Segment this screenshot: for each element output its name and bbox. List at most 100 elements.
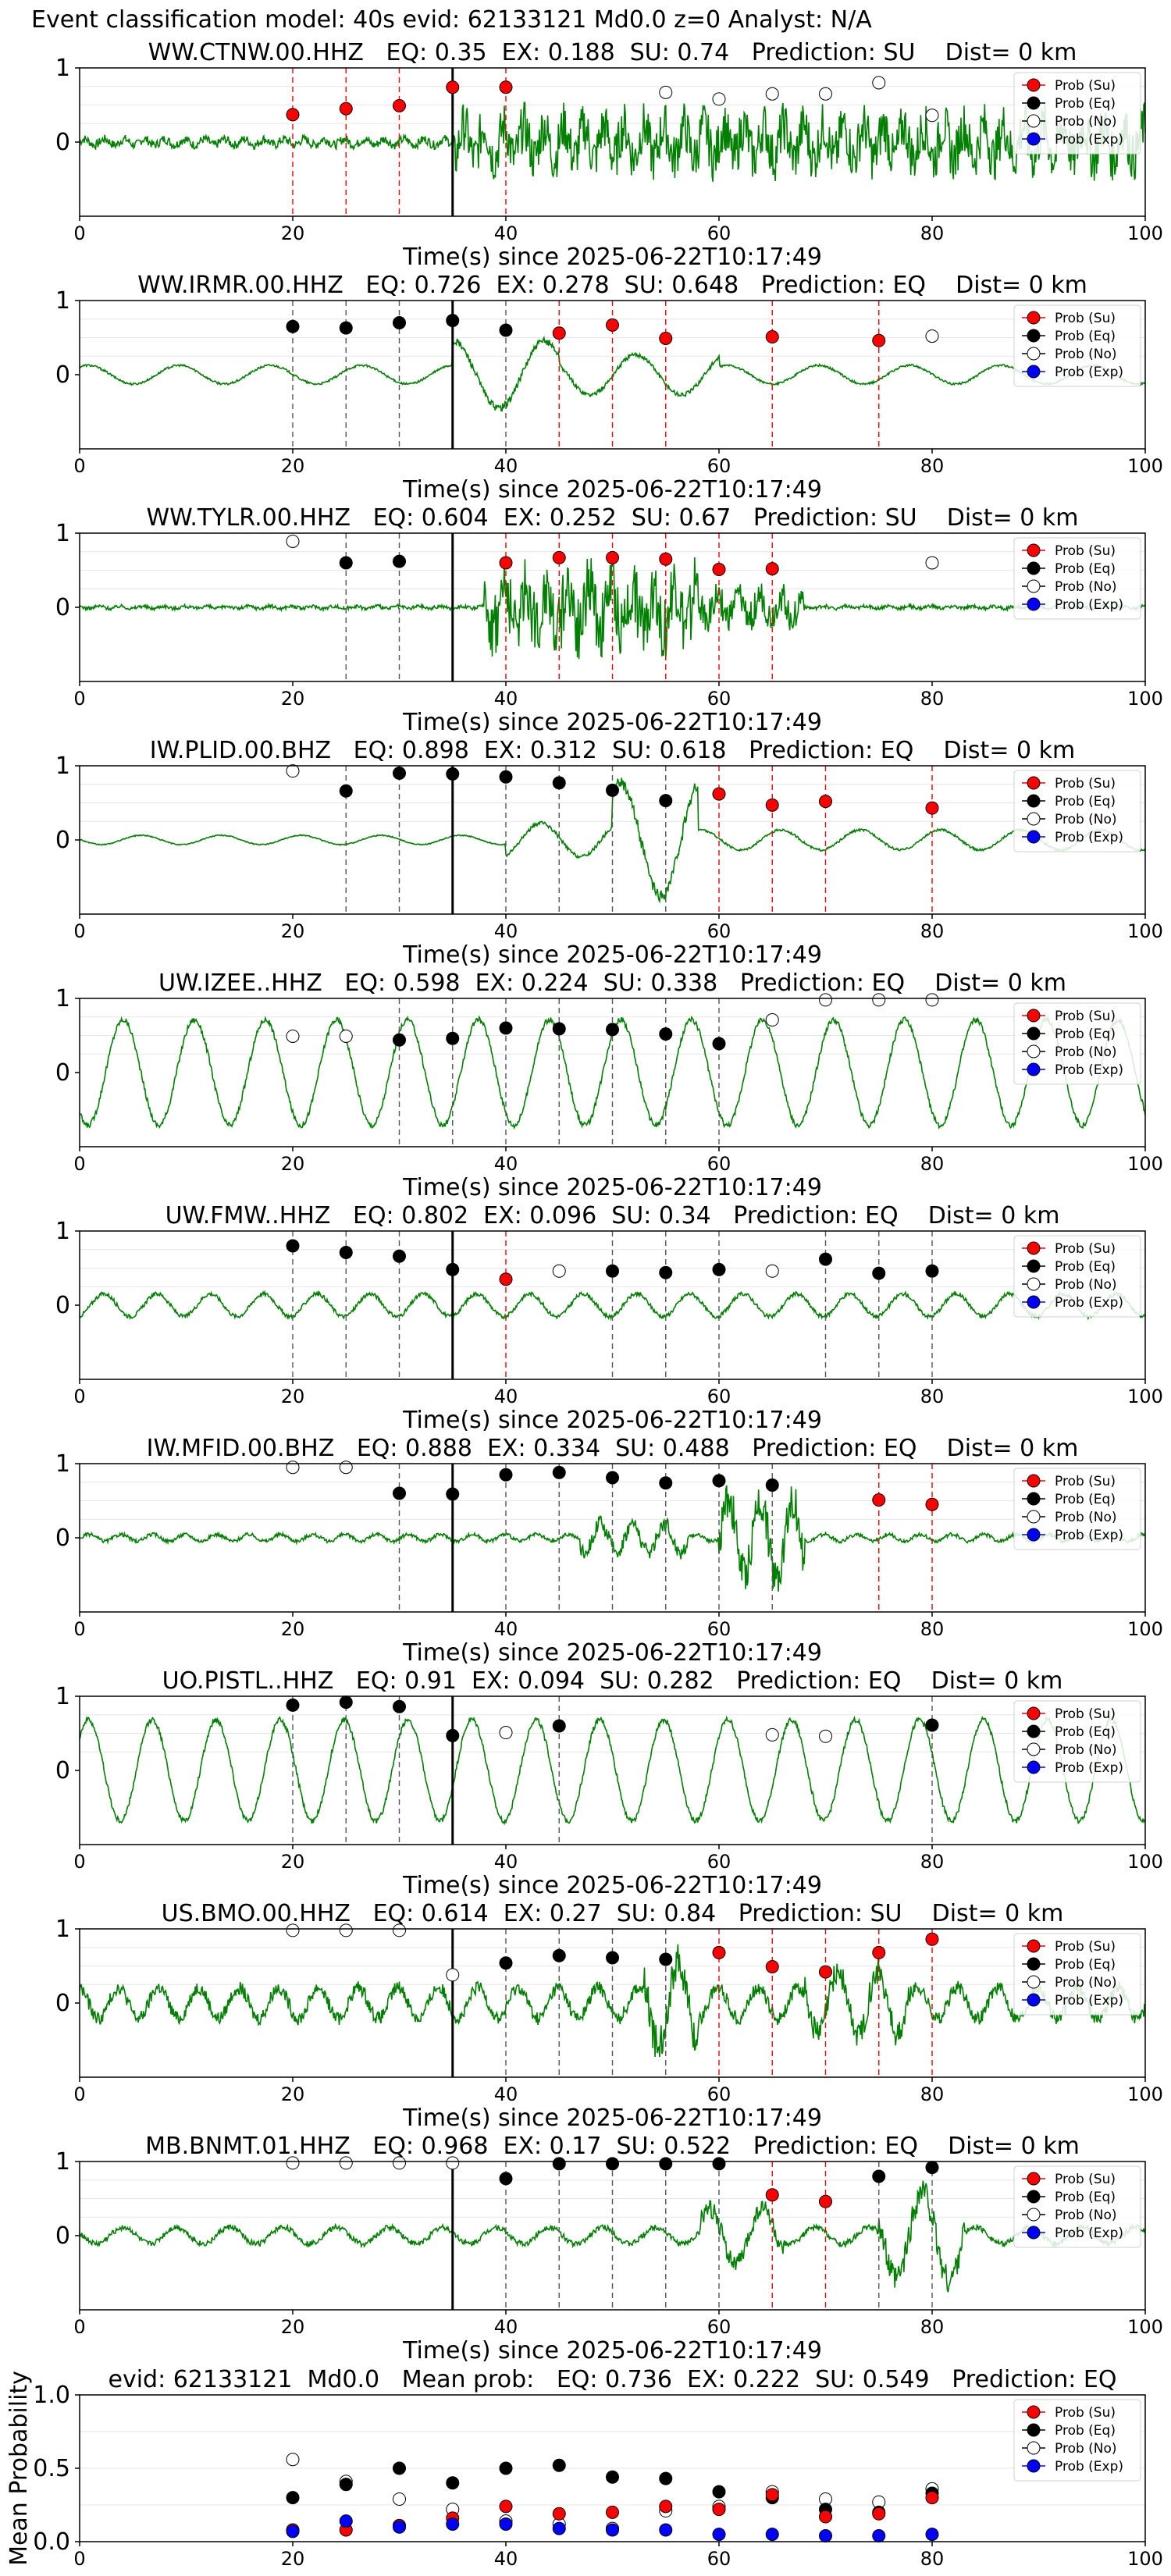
legend-label: Prob (Su)	[1055, 1706, 1116, 1722]
legend-marker	[1027, 2208, 1041, 2222]
legend-label: Prob (Su)	[1055, 1241, 1116, 1257]
panel-title: UW.IZEE..HHZ EQ: 0.598 EX: 0.224 SU: 0.3…	[158, 970, 1066, 997]
legend-label: Prob (Su)	[1055, 311, 1116, 326]
legend: Prob (Su) Prob (Eq) Prob (No) Prob (Exp)	[1013, 1933, 1141, 2016]
legend-marker	[1027, 1706, 1041, 1720]
point-no	[339, 1461, 353, 1475]
legend-label: Prob (Su)	[1055, 1474, 1116, 1489]
point-eq	[339, 556, 353, 570]
panel-title: IW.MFID.00.BHZ EQ: 0.888 EX: 0.334 SU: 0…	[147, 1435, 1079, 1462]
point-eq	[339, 321, 353, 335]
point-su	[925, 1932, 939, 1946]
panel-8: UO.PISTL..HHZ EQ: 0.91 EX: 0.094 SU: 0.2…	[55, 1667, 1163, 1899]
legend-marker	[1027, 1241, 1041, 1255]
x-axis-label: Time(s) since 2025-06-22T10:17:49	[402, 476, 822, 503]
y-tick-label: 0	[55, 827, 70, 854]
legend-label: Prob (Eq)	[1055, 329, 1116, 344]
legend: Prob (Su) Prob (Eq) Prob (No) Prob (Exp)	[1013, 1700, 1141, 1783]
y-tick-label: 1	[55, 287, 70, 315]
legend-marker	[1027, 579, 1041, 593]
x-tick-label: 40	[494, 2083, 518, 2105]
point-su	[872, 2507, 886, 2521]
x-tick-label: 100	[1127, 1851, 1163, 1873]
legend-marker	[1027, 132, 1041, 146]
legend-label: Prob (Eq)	[1055, 1259, 1116, 1275]
point-no	[286, 2453, 300, 2467]
legend-label: Prob (No)	[1055, 1975, 1117, 1991]
point-su	[872, 333, 886, 347]
point-eq	[499, 1956, 513, 1970]
y-tick-label: 1.0	[33, 2382, 70, 2409]
legend-label: Prob (Exp)	[1055, 1760, 1123, 1776]
legend: Prob (Su) Prob (Eq) Prob (No) Prob (Exp)	[1013, 2399, 1141, 2482]
point-su	[659, 2500, 673, 2514]
point-eq	[446, 314, 460, 328]
x-tick-label: 40	[494, 688, 518, 710]
y-tick-label: 1	[55, 753, 70, 780]
point-eq	[393, 316, 406, 329]
point-eq	[499, 323, 513, 337]
panel-11: evid: 62133121 Md0.0 Mean prob: EQ: 0.73…	[5, 2366, 1163, 2570]
point-exp	[552, 2521, 566, 2535]
legend-box	[1013, 1468, 1141, 1550]
point-eq	[659, 794, 673, 808]
legend-marker	[1027, 1295, 1041, 1309]
point-no	[925, 556, 939, 570]
point-su	[659, 552, 673, 566]
y-tick-label: 0.0	[33, 2528, 70, 2556]
point-eq	[393, 1486, 406, 1500]
point-su	[925, 2491, 939, 2505]
point-su	[552, 2507, 566, 2521]
x-tick-label: 40	[494, 2316, 518, 2338]
point-su	[499, 80, 513, 94]
legend-label: Prob (Exp)	[1055, 1993, 1123, 2008]
x-tick-label: 20	[281, 2316, 305, 2338]
legend-marker	[1027, 1044, 1041, 1059]
panel-title: US.BMO.00.HHZ EQ: 0.614 EX: 0.27 SU: 0.8…	[162, 1900, 1064, 1927]
point-no	[872, 993, 886, 1007]
legend-box	[1013, 1700, 1141, 1783]
point-no	[286, 2156, 300, 2170]
point-su	[712, 2503, 726, 2517]
point-eq	[552, 1022, 566, 1036]
legend-box	[1013, 537, 1141, 620]
panel-6: UW.FMW..HHZ EQ: 0.802 EX: 0.096 SU: 0.34…	[55, 1202, 1163, 1434]
legend-label: Prob (No)	[1055, 2441, 1117, 2457]
legend-label: Prob (No)	[1055, 1510, 1117, 1525]
legend-label: Prob (Su)	[1055, 1009, 1116, 1024]
legend-label: Prob (Eq)	[1055, 1724, 1116, 1740]
point-no	[286, 1461, 300, 1475]
point-no	[765, 1013, 779, 1027]
point-no	[339, 1029, 353, 1043]
point-su	[872, 1945, 886, 1959]
legend-marker	[1027, 1993, 1041, 2007]
point-no	[393, 2492, 406, 2506]
point-no	[819, 1729, 832, 1743]
legend-marker	[1027, 2459, 1041, 2473]
y-tick-label: 1	[55, 1450, 70, 1478]
panel-title: UW.FMW..HHZ EQ: 0.802 EX: 0.096 SU: 0.34…	[166, 1202, 1060, 1229]
x-tick-label: 60	[707, 1386, 731, 1407]
waveform-trace	[79, 777, 1146, 904]
y-tick-label: 0.5	[33, 2455, 70, 2482]
legend-marker	[1027, 1528, 1041, 1542]
legend-label: Prob (No)	[1055, 1044, 1117, 1060]
legend-label: Prob (Su)	[1055, 776, 1116, 792]
legend: Prob (Su) Prob (Eq) Prob (No) Prob (Exp)	[1013, 304, 1141, 387]
point-eq	[606, 2470, 619, 2484]
point-no	[393, 2156, 406, 2170]
x-tick-label: 40	[494, 1386, 518, 1407]
point-exp	[659, 2523, 673, 2537]
point-eq	[446, 1487, 460, 1501]
point-eq	[286, 1239, 300, 1253]
legend-box	[1013, 1002, 1141, 1085]
legend-label: Prob (Eq)	[1055, 2423, 1116, 2439]
point-no	[552, 1264, 566, 1278]
x-tick-label: 100	[1127, 2548, 1163, 2570]
point-eq	[446, 2476, 460, 2490]
point-su	[712, 563, 726, 577]
point-eq	[712, 1037, 726, 1051]
point-no	[286, 1923, 300, 1937]
point-eq	[819, 1252, 832, 1266]
